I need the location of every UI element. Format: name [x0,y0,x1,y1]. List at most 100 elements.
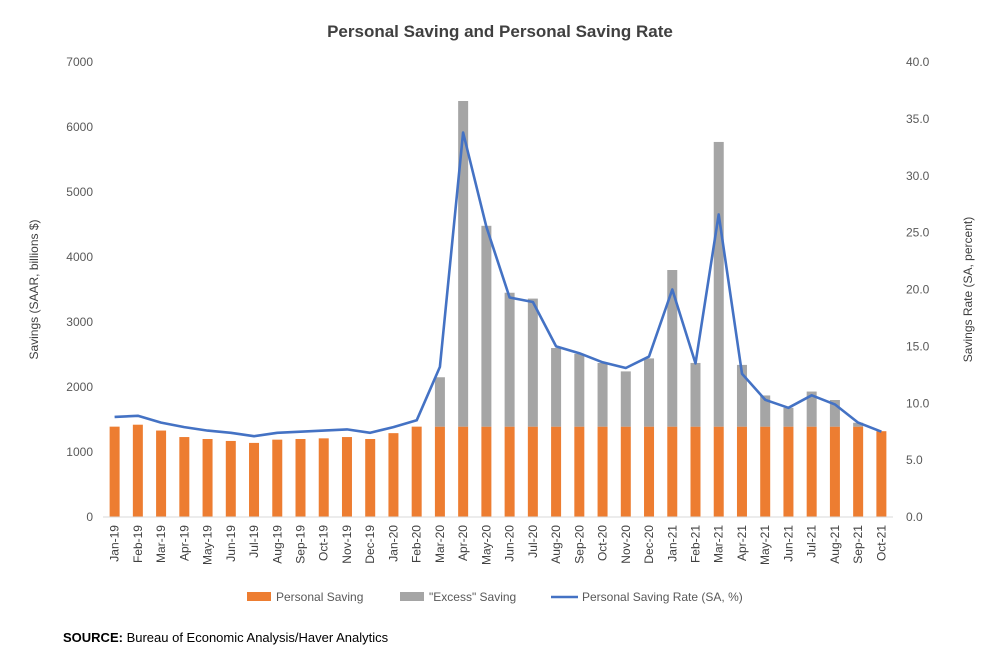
bars [109,101,887,517]
x-tick-label: Dec-19 [363,525,377,564]
x-tick-label: Aug-20 [549,525,563,564]
x-tick-label: Jun-21 [781,525,795,562]
x-tick-label: Mar-21 [712,525,726,563]
legend-label-personal-saving: Personal Saving [276,590,363,604]
x-tick-label: Aug-19 [270,525,284,564]
y2-tick-label: 25.0 [906,226,930,240]
personal-saving-bar [853,426,864,517]
axes: 0 1000 2000 3000 4000 5000 6000 7000 0.0 5.0 10.0 1… [27,55,975,565]
personal-saving-bar [690,426,701,517]
y2-tick-label: 20.0 [906,283,930,297]
y2-axis-title: Savings Rate (SA, percent) [961,217,975,362]
rate-line [114,131,882,438]
excess-saving-bar [620,371,631,427]
y-tick-label: 5000 [66,185,93,199]
personal-saving-bar [156,430,167,517]
y2-tick-label: 0.0 [906,510,923,524]
source-label: SOURCE: [63,630,123,645]
x-tick-label: Apr-19 [177,525,191,561]
excess-saving-bar [690,362,701,427]
personal-saving-bar [806,426,817,517]
personal-saving-bar [434,426,445,517]
y2-tick-label: 35.0 [906,112,930,126]
excess-saving-bar [713,141,724,427]
x-tick-label: Dec-20 [642,525,656,564]
y-tick-label: 2000 [66,380,93,394]
y2-tick-label: 15.0 [906,339,930,353]
y2-tick-label: 5.0 [906,453,923,467]
personal-saving-bar [551,426,562,517]
excess-saving-bar [527,298,538,427]
excess-saving-bar [481,225,492,427]
x-tick-label: Oct-21 [874,525,888,561]
y2-tick-label: 40.0 [906,55,930,69]
y-tick-label: 1000 [66,445,93,459]
personal-saving-bar [109,426,120,517]
y-tick-label: 3000 [66,315,93,329]
personal-saving-bar [249,442,260,517]
personal-saving-bar [829,426,840,517]
excess-saving-bar [783,407,794,427]
personal-saving-bar [527,426,538,517]
x-tick-label: Jul-21 [805,525,819,558]
x-tick-label: Oct-20 [596,525,610,561]
personal-saving-bar [597,426,608,517]
personal-saving-bar [667,426,678,517]
personal-saving-bar [736,426,747,517]
excess-saving-bar [760,395,771,427]
personal-saving-bar [318,438,329,517]
personal-saving-bar [388,433,399,517]
excess-saving-bar [667,270,678,427]
excess-saving-bar [644,358,655,427]
x-tick-label: Jun-20 [503,525,517,562]
x-tick-label: Jun-19 [224,525,238,562]
legend-label-saving-rate: Personal Saving Rate (SA, %) [582,590,743,604]
personal-saving-bar [411,426,422,517]
x-tick-label: Jul-20 [526,525,540,558]
personal-saving-bar [876,431,887,517]
x-tick-label: Nov-19 [340,525,354,564]
x-tick-label: May-19 [201,525,215,565]
x-tick-label: Feb-20 [410,525,424,563]
y-axis-title: Savings (SAAR, billions $) [27,219,41,359]
personal-saving-bar [225,440,236,517]
x-tick-label: Feb-19 [131,525,145,563]
excess-saving-bar [829,400,840,427]
x-tick-label: Jan-20 [386,525,400,562]
x-tick-label: Apr-20 [456,525,470,561]
excess-saving-bar [458,101,469,427]
legend-swatch-excess-saving [400,592,424,601]
x-tick-label: Jul-19 [247,525,261,558]
x-tick-label: Jan-21 [665,525,679,562]
chart-title: Personal Saving and Personal Saving Rate [327,22,673,41]
x-tick-label: Oct-19 [317,525,331,561]
personal-saving-bar [458,426,469,517]
excess-saving-bar [736,364,747,427]
saving-rate-line [114,131,882,438]
personal-saving-bar [783,426,794,517]
x-tick-label: May-21 [758,525,772,565]
x-tick-label: Mar-19 [154,525,168,563]
y2-tick-label: 10.0 [906,396,930,410]
legend: Personal Saving "Excess" Saving Personal S… [247,590,743,604]
excess-saving-bar [551,348,562,427]
personal-saving-bar [202,439,213,517]
y-tick-label: 0 [86,510,93,524]
legend-swatch-personal-saving [247,592,271,601]
excess-saving-bar [806,391,817,427]
y-tick-label: 7000 [66,55,93,69]
personal-saving-bar [295,439,306,517]
x-tick-label: Sep-20 [572,525,586,564]
personal-saving-bar [713,426,724,517]
personal-saving-bar [760,426,771,517]
personal-saving-bar [132,424,143,517]
personal-saving-bar [504,426,515,517]
y-tick-label: 4000 [66,250,93,264]
excess-saving-bar [434,377,445,427]
x-tick-label: Sep-21 [851,525,865,564]
personal-saving-bar [644,426,655,517]
x-tick-label: Nov-20 [619,525,633,564]
excess-saving-bar [597,362,608,427]
excess-saving-bar [574,353,585,427]
